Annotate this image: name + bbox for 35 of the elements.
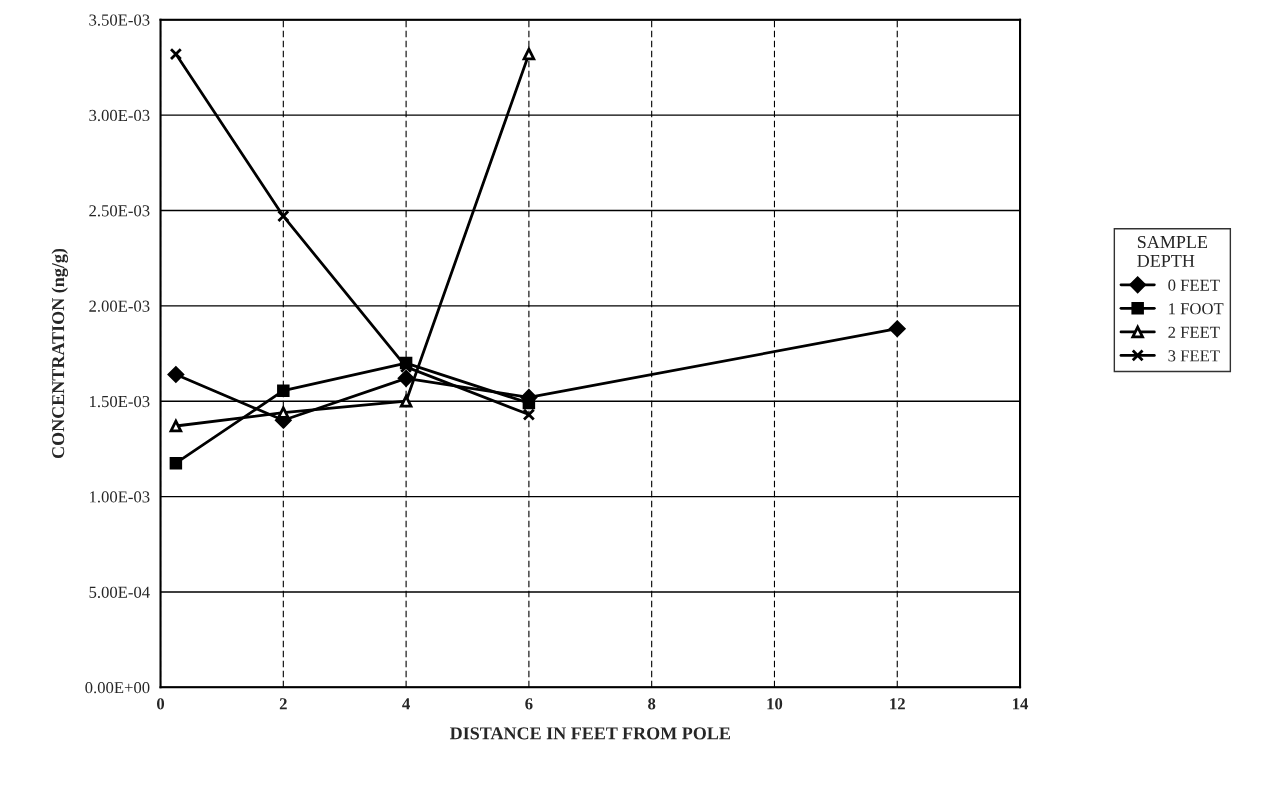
x-tick-label: 10 (767, 698, 783, 710)
legend-label: 1 FOOT (1169, 303, 1224, 315)
y-tick-label: 1.00E-03 (90, 491, 150, 503)
x-tick-label: 6 (525, 698, 533, 710)
x-tick-label: 12 (890, 698, 905, 710)
y-axis-title: CONCENTRATION (ng/g) (51, 248, 69, 459)
point (277, 209, 290, 223)
x-tick-label: 8 (648, 698, 656, 710)
y-tick-label: 1.50E-03 (90, 395, 150, 408)
point (889, 320, 906, 337)
legend-label: 0 FEET (1168, 279, 1220, 291)
point (169, 47, 183, 61)
x-tick-label: 14 (1013, 698, 1029, 710)
y-tick-label: 2.50E-03 (89, 205, 150, 217)
legend-label: 3 FEET (1168, 350, 1220, 362)
point (522, 408, 536, 421)
point (522, 47, 536, 61)
point (167, 366, 185, 383)
y-tick-label: 3.50E-03 (89, 14, 150, 26)
y-tick-label: 5.00E-04 (89, 586, 150, 598)
point (169, 456, 183, 470)
y-tick-label: 2.00E-03 (89, 300, 150, 312)
x-tick-label: 0 (157, 698, 165, 710)
point (277, 384, 290, 397)
x-axis-title: DISTANCE IN FEET FROM POLE (449, 727, 730, 740)
x-tick-label: 2 (279, 698, 287, 710)
legend-title: SAMPLE DEPTH (1137, 235, 1208, 267)
point (277, 406, 290, 419)
y-tick-label: 0.00E+00 (85, 682, 150, 694)
point (397, 370, 415, 387)
point (169, 419, 183, 433)
legend-label: 2 FEET (1168, 326, 1220, 338)
y-tick-label: 3.00E-03 (89, 109, 150, 122)
x-tick-label: 4 (402, 698, 410, 710)
point (399, 394, 413, 408)
